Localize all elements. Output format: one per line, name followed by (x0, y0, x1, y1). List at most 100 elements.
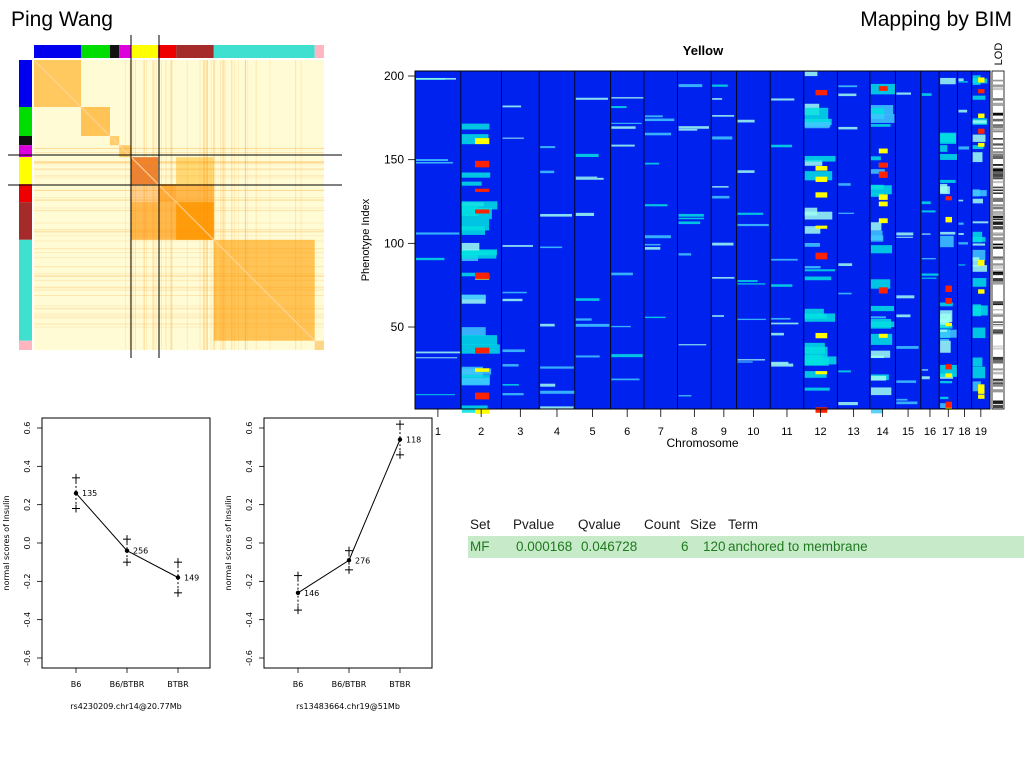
lod-strip-band (993, 237, 1003, 241)
lod-band (575, 318, 592, 321)
count-label: 135 (82, 489, 97, 498)
module-bar-left (19, 340, 32, 350)
lod-band (678, 128, 698, 131)
lod-band (712, 136, 733, 140)
lod-band (921, 369, 929, 371)
lod-band (461, 335, 498, 345)
col-count-header: Count (644, 517, 681, 532)
lod-band (502, 291, 527, 294)
lod-peak (878, 162, 888, 168)
col-set-header: Set (470, 517, 491, 532)
effect-plot-chr19: 0.6 0.4 0.2 0.0 -0.2 -0.4 -0.6 normal scores of… (224, 417, 433, 711)
lod-band (958, 109, 968, 113)
lod-band (972, 134, 986, 142)
module-bar-top (34, 45, 81, 58)
lod-band (416, 394, 456, 396)
chromosome-tick-label: 18 (958, 426, 970, 438)
lod-band (896, 236, 913, 238)
chromosome-tick-label: 3 (517, 426, 523, 438)
y-tick-label: -0.6 (23, 650, 32, 666)
lod-strip-band (993, 147, 1003, 149)
lod-band (575, 298, 600, 301)
y-axis-label: Phenotype Index (360, 198, 372, 281)
lod-strip-band (993, 265, 1003, 270)
lod-band (870, 108, 885, 119)
lod-band (461, 242, 480, 252)
lod-band (921, 201, 931, 205)
module-bar-left (19, 106, 32, 136)
lod-strip-band (993, 333, 1003, 335)
lod-band (972, 257, 980, 267)
cell-count: 6 (681, 539, 689, 554)
lod-peak (878, 194, 888, 200)
lod-strip-band (993, 171, 1003, 175)
y-tick-label: 0.0 (23, 537, 32, 550)
lod-band (972, 95, 986, 100)
lod-strip-band (993, 192, 1003, 194)
lod-band (940, 132, 957, 144)
lod-strip-band (993, 232, 1003, 234)
lod-band (921, 277, 937, 279)
lod-band (416, 77, 456, 80)
lod-band (972, 265, 988, 272)
lod-band (540, 323, 555, 327)
lod-band (461, 207, 492, 220)
lod-strip-band (993, 383, 1003, 387)
lod-band (940, 179, 956, 183)
lod-band (921, 258, 936, 260)
chromosome-tick-label: 16 (924, 426, 936, 438)
lod-band (870, 408, 883, 414)
lod-band (972, 231, 983, 243)
cross-block (131, 184, 214, 240)
chromosome-tick-label: 11 (781, 426, 792, 438)
lod-peak (815, 176, 828, 182)
lod-peak (815, 332, 828, 339)
lod-band (870, 124, 891, 127)
y-tick-label: 50 (391, 320, 405, 334)
lod-strip-band (993, 314, 1003, 317)
plot-frame (41, 417, 211, 669)
lod-band (678, 221, 701, 225)
lod-strip-band (993, 189, 1003, 192)
lod-band (502, 105, 522, 108)
lod-band (896, 232, 914, 236)
lod-strip-band (993, 391, 1003, 393)
lod-peak (878, 287, 888, 294)
lod-band (611, 144, 635, 147)
x-tick-label: BTBR (167, 680, 189, 689)
count-label: 276 (355, 556, 370, 565)
lod-strip-band (993, 210, 1003, 214)
lod-band (804, 107, 829, 120)
lod-strip-band (993, 329, 1003, 332)
lod-band (771, 322, 799, 325)
y-axis-label: normal scores of Insulin (224, 495, 233, 590)
lod-band (870, 355, 884, 359)
lod-peak (945, 297, 952, 304)
lod-band (712, 84, 728, 87)
lod-band (575, 323, 610, 327)
lod-band (771, 332, 784, 336)
lod-band (804, 242, 820, 247)
lod-strip-band (993, 218, 1003, 221)
lod-band (838, 183, 851, 186)
module-bar-top (119, 45, 132, 58)
lod-band (921, 273, 939, 276)
lod-strip-band (993, 125, 1003, 129)
slide-heading: Mapping by BIM (860, 8, 1012, 31)
y-tick-label: 0.0 (245, 537, 254, 550)
lod-band (870, 245, 893, 254)
lod-peak (475, 272, 490, 279)
lod-band (502, 137, 524, 139)
lod-peak (945, 401, 952, 408)
lod-peak (945, 285, 952, 292)
lod-strip-band (993, 124, 1003, 127)
lod-band (737, 361, 753, 363)
lod-band (972, 249, 986, 261)
y-tick-label: 0.6 (23, 422, 32, 435)
lod-peak (878, 171, 888, 178)
lod-band (972, 327, 986, 339)
lod-band (416, 159, 449, 162)
lod-band (870, 350, 891, 358)
lod-peak (978, 77, 985, 83)
lod-band (461, 123, 490, 130)
